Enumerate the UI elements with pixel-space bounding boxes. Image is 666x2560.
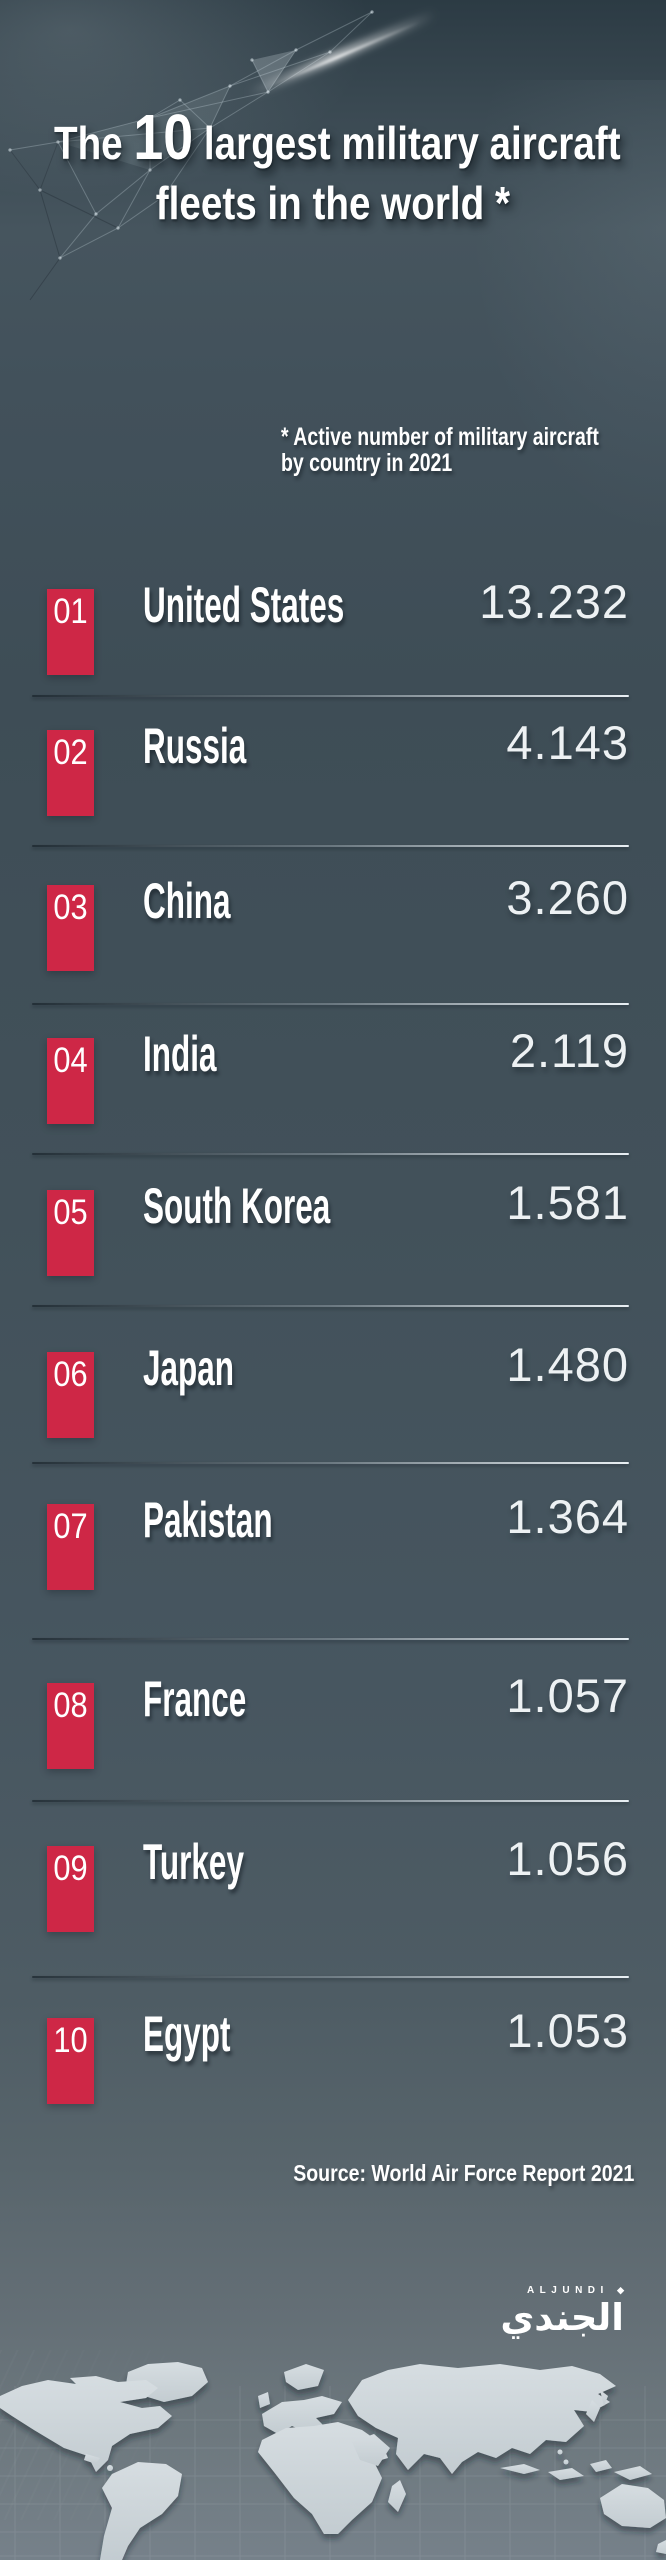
- title-line2-text: fleets in the world *: [155, 177, 511, 229]
- rank-number: 09: [53, 1849, 88, 1888]
- country-label: India: [143, 1026, 217, 1082]
- row-divider: [32, 845, 629, 847]
- rank-number: 06: [53, 1355, 88, 1394]
- rank-badge: 08: [47, 1683, 94, 1769]
- rank-badge: 09: [47, 1846, 94, 1932]
- ranking-row: 03 China 3.260: [0, 874, 666, 975]
- world-map: [0, 2362, 666, 2560]
- rank-badge: 01: [47, 589, 94, 675]
- fleet-size-value: 1.581: [506, 1176, 629, 1229]
- rank-number: 08: [53, 1686, 88, 1725]
- fleet-size-value: 2.119: [509, 1024, 629, 1077]
- fleet-size-value: 1.053: [506, 2004, 629, 2057]
- rank-number: 10: [53, 2021, 88, 2060]
- rank-number: 07: [53, 1507, 88, 1546]
- row-divider: [32, 1800, 629, 1802]
- rank-badge: 03: [47, 885, 94, 971]
- ranking-row: 07 Pakistan 1.364: [0, 1493, 666, 1594]
- title-prefix: The: [53, 117, 123, 169]
- rank-badge: 04: [47, 1038, 94, 1124]
- aljundi-logo: ALJUNDI ◆ الجندي: [500, 2284, 624, 2337]
- row-divider: [32, 1153, 629, 1155]
- ranking-row: 05 South Korea 1.581: [0, 1179, 666, 1280]
- row-divider: [32, 695, 629, 697]
- rank-number: 03: [53, 888, 88, 927]
- diamond-icon: ◆: [617, 2285, 624, 2295]
- ranking-row: 09 Turkey 1.056: [0, 1835, 666, 1936]
- row-divider: [32, 1976, 629, 1978]
- fleet-size-value: 3.260: [506, 871, 629, 924]
- rank-badge: 05: [47, 1190, 94, 1276]
- row-divider: [32, 1003, 629, 1005]
- aircraft-wireframe-graphic: [8, 9, 438, 301]
- fleet-size-value: 1.480: [506, 1338, 629, 1391]
- title-number-10: 10: [133, 101, 194, 173]
- source-credit: Source: World Air Force Report 2021: [233, 2160, 634, 2187]
- fleet-size-value: 1.364: [506, 1490, 629, 1543]
- ranking-row: 04 India 2.119: [0, 1027, 666, 1128]
- source-text: Source: World Air Force Report 2021: [292, 2160, 634, 2186]
- rank-number: 02: [53, 733, 88, 772]
- rank-badge: 02: [47, 730, 94, 816]
- ranking-row: 01 United States 13.232: [0, 578, 666, 679]
- ranking-row: 08 France 1.057: [0, 1672, 666, 1773]
- logo-latin-text: ALJUNDI: [526, 2285, 609, 2296]
- row-divider: [32, 1305, 629, 1307]
- ranking-row: 10 Egypt 1.053: [0, 2007, 666, 2108]
- footnote-line-1: * Active number of military aircraft: [281, 423, 599, 451]
- ranking-row: 02 Russia 4.143: [0, 719, 666, 820]
- country-label: Turkey: [143, 1834, 244, 1890]
- country-label: China: [143, 873, 231, 929]
- logo-arabic-text: الجندي: [500, 2296, 624, 2339]
- rank-number: 01: [53, 592, 88, 631]
- row-divider: [32, 1638, 629, 1640]
- rank-badge: 06: [47, 1352, 94, 1438]
- row-divider: [32, 1462, 629, 1464]
- rank-number: 04: [53, 1041, 88, 1080]
- country-label: Russia: [143, 718, 247, 774]
- fleet-size-value: 4.143: [506, 716, 629, 769]
- country-label: France: [143, 1671, 247, 1727]
- rank-badge: 07: [47, 1504, 94, 1590]
- fleet-size-value: 1.056: [506, 1832, 629, 1885]
- footnote: * Active number of military aircraft by …: [281, 424, 666, 476]
- country-label: Egypt: [143, 2006, 231, 2062]
- logo-latin-line: ALJUNDI ◆: [500, 2284, 624, 2297]
- footnote-line-2: by country in 2021: [281, 449, 453, 477]
- country-label: Japan: [143, 1340, 235, 1396]
- country-label: United States: [143, 577, 345, 633]
- page-title: The 10 largest military aircraft fleets …: [0, 104, 666, 227]
- title-line-2: fleets in the world *: [0, 179, 666, 227]
- fleet-size-value: 13.232: [479, 575, 629, 628]
- title-suffix: largest military aircraft: [203, 117, 621, 169]
- rank-number: 05: [53, 1193, 88, 1232]
- rank-badge: 10: [47, 2018, 94, 2104]
- country-label: Pakistan: [143, 1492, 273, 1548]
- fleet-size-value: 1.057: [506, 1669, 629, 1722]
- ranking-row: 06 Japan 1.480: [0, 1341, 666, 1442]
- title-line-1: The 10 largest military aircraft: [0, 104, 666, 176]
- country-label: South Korea: [143, 1178, 331, 1234]
